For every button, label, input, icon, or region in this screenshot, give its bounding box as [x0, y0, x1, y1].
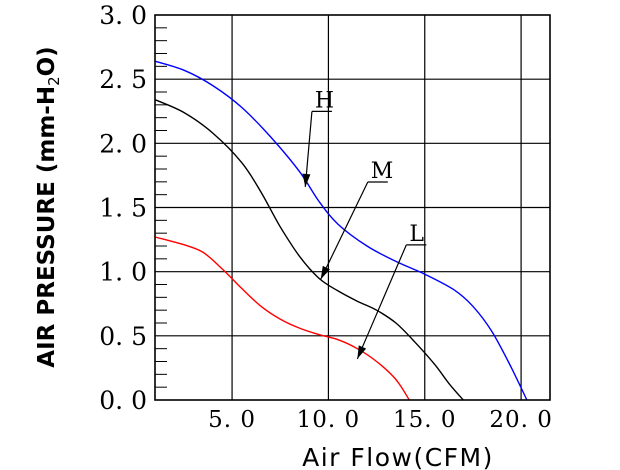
arrowhead-M — [320, 265, 330, 280]
y-tick-label: 2. 5 — [99, 65, 147, 94]
y-tick-labels: 0. 0 0. 5 1. 0 1. 5 2. 0 2. 5 3. 0 — [99, 1, 147, 415]
x-tick-label: 5. 0 — [208, 407, 256, 433]
y-axis-title-main: AIR PRESSURE (mm-H — [34, 86, 60, 368]
y-tick-label: 1. 0 — [99, 258, 147, 287]
curve-label-H: H — [315, 88, 334, 113]
x-tick-label: 15. 0 — [393, 407, 457, 433]
y-tick-label: 0. 0 — [99, 386, 147, 415]
x-axis-title: Air Flow(CFM) — [302, 443, 494, 470]
series-line-H — [154, 60, 528, 401]
series-lines — [154, 60, 528, 401]
arrowhead-L — [357, 345, 367, 359]
annotation-arrow-M — [320, 181, 369, 280]
y-tick-label: 0. 5 — [99, 322, 147, 351]
x-tick-label: 10. 0 — [297, 407, 361, 433]
curve-label-L: L — [409, 222, 424, 247]
curve-label-M: M — [371, 159, 394, 184]
y-axis-title-end: O) — [34, 46, 60, 76]
y-axis-title: AIR PRESSURE (mm-H2O) — [34, 46, 63, 367]
plot-frame — [154, 14, 551, 401]
arrowhead-H — [302, 173, 311, 187]
x-tick-labels: 5. 0 10. 0 15. 0 20. 0 — [208, 407, 553, 433]
grid — [155, 15, 550, 400]
y-tick-label: 1. 5 — [99, 194, 147, 223]
y-axis-title-sub: 2 — [45, 76, 63, 86]
y-tick-label: 3. 0 — [99, 1, 147, 30]
series-line-M — [154, 99, 464, 401]
series-line-L — [154, 236, 410, 401]
annotation-arrow-L — [356, 244, 407, 360]
x-tick-label: 20. 0 — [489, 407, 553, 433]
curve-annotations: H M L — [302, 88, 427, 360]
minor-ticks — [155, 27, 167, 388]
y-tick-label: 2. 0 — [99, 129, 147, 158]
